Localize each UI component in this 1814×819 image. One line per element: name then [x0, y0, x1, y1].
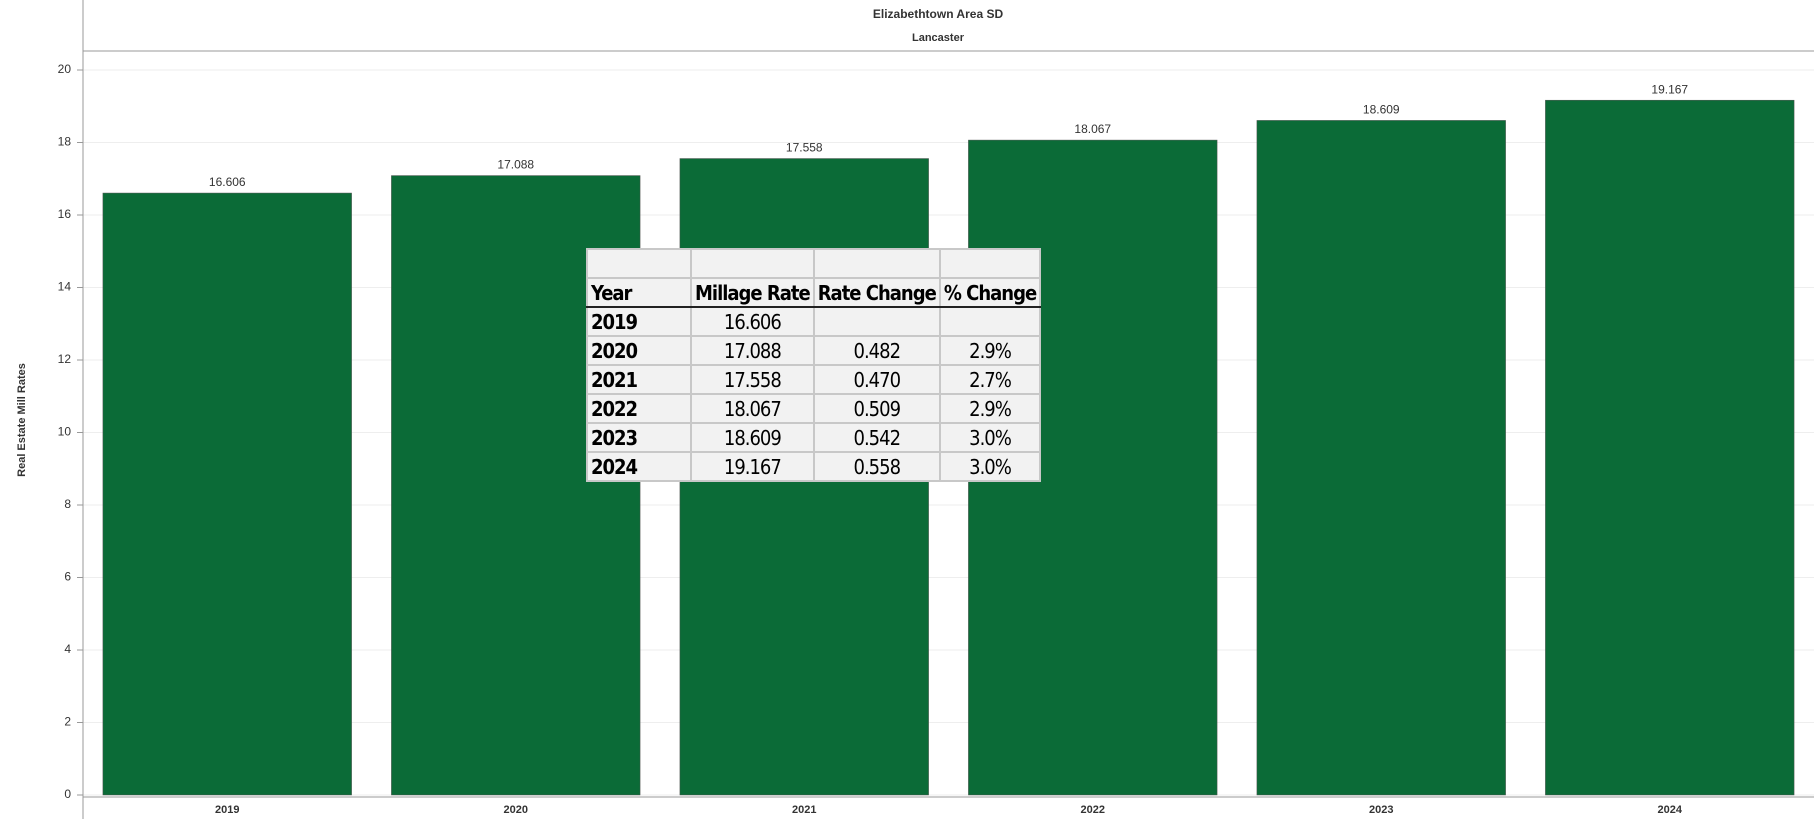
y-tick-label: 6: [64, 570, 71, 584]
x-tick-label: 2021: [792, 804, 816, 816]
table-cell: 17.558: [690, 364, 815, 395]
x-tick-label: 2022: [1081, 804, 1105, 816]
y-tick-label: 2: [64, 715, 71, 729]
table-cell: 2023: [586, 422, 692, 453]
empty-cell: [586, 248, 692, 279]
bar: [1256, 120, 1506, 796]
empty-cell: [690, 248, 815, 279]
table-cell: 2.9%: [938, 393, 1042, 424]
header-cell: Rate Change: [812, 277, 941, 308]
empty-cell: [938, 248, 1042, 279]
value-label: 16.606: [209, 175, 246, 189]
table-cell: 0.509: [812, 393, 941, 424]
header-cell: % Change: [938, 277, 1042, 308]
x-tick-label: 2020: [504, 804, 528, 816]
table-cell: [812, 306, 941, 337]
y-tick-label: 18: [58, 135, 72, 149]
table-cell: [938, 306, 1042, 337]
y-tick-label: 14: [58, 280, 72, 294]
y-tick-label: 12: [58, 352, 72, 366]
table-cell: 2022: [586, 393, 692, 424]
y-tick-label: 10: [58, 425, 72, 439]
data-table: Year Millage Rate Rate Change% Change 2019 1…: [586, 248, 1042, 482]
header-row: Year Millage Rate Rate Change% Change: [586, 277, 1042, 308]
table-cell: 2019: [586, 306, 692, 337]
y-tick-label: 4: [64, 642, 71, 656]
table-cell: 0.542: [812, 422, 941, 453]
table-cell: 0.482: [812, 335, 941, 366]
spacer-row: [586, 248, 1042, 279]
table-cell: 3.0%: [938, 422, 1042, 453]
table-row: 2021 17.558 0.470 2.7%: [586, 364, 1042, 395]
y-tick-label: 16: [58, 207, 72, 221]
table-cell: 0.470: [812, 364, 941, 395]
table-cell: 17.088: [690, 335, 815, 366]
empty-cell: [812, 248, 941, 279]
y-tick-label: 0: [64, 787, 71, 801]
chart-title: Elizabethtown Area SD: [873, 7, 1004, 21]
table-cell: 0.558: [812, 451, 941, 482]
table-cell: 18.067: [690, 393, 815, 424]
table-row: 2023 18.609 0.542 3.0%: [586, 422, 1042, 453]
table-row: 2020 17.088 0.482 2.9%: [586, 335, 1042, 366]
value-label: 17.558: [786, 141, 823, 155]
table-cell: 2024: [586, 451, 692, 482]
x-tick-label: 2024: [1658, 804, 1683, 816]
bar: [102, 192, 352, 796]
table-cell: 19.167: [690, 451, 815, 482]
x-tick-label: 2019: [215, 804, 239, 816]
bar: [1545, 99, 1795, 796]
y-axis-label: Real Estate Mill Rates: [16, 363, 28, 477]
table-cell: 2021: [586, 364, 692, 395]
table-row: 2024 19.167 0.558 3.0%: [586, 451, 1042, 482]
value-label: 18.067: [1074, 122, 1111, 136]
value-label: 19.167: [1651, 82, 1688, 96]
chart-subtitle: Lancaster: [912, 32, 965, 44]
table-cell: 18.609: [690, 422, 815, 453]
y-tick-label: 20: [58, 62, 72, 76]
table-cell: 2.7%: [938, 364, 1042, 395]
header-cell: Year: [586, 277, 692, 308]
x-tick-label: 2023: [1369, 804, 1393, 816]
table-cell: 2020: [586, 335, 692, 366]
table-cell: 2.9%: [938, 335, 1042, 366]
value-label: 18.609: [1363, 103, 1400, 117]
table-cell: 16.606: [690, 306, 815, 337]
value-label: 17.088: [497, 158, 534, 172]
header-cell: Millage Rate: [690, 277, 815, 308]
y-tick-label: 8: [64, 497, 71, 511]
table-row: 2019 16.606: [586, 306, 1042, 337]
table-row: 2022 18.067 0.509 2.9%: [586, 393, 1042, 424]
table-cell: 3.0%: [938, 451, 1042, 482]
